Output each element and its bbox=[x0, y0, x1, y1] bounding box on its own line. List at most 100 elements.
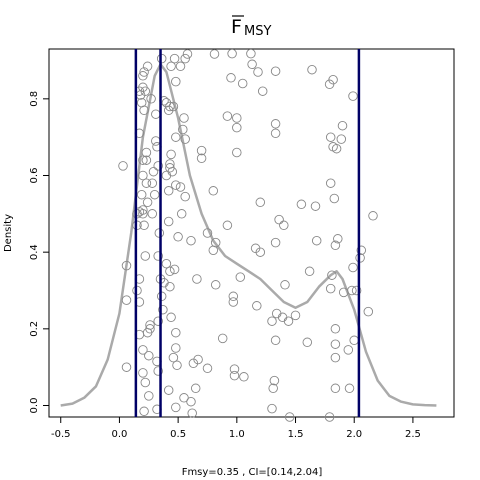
sample-point bbox=[296, 199, 307, 210]
sample-point bbox=[327, 270, 337, 280]
sample-point bbox=[337, 120, 348, 131]
sample-point bbox=[363, 306, 374, 317]
y-axis-label: Density bbox=[3, 214, 14, 252]
sample-point bbox=[368, 211, 378, 221]
sample-point bbox=[307, 64, 317, 75]
sample-point bbox=[147, 178, 158, 188]
sample-point bbox=[277, 312, 288, 323]
sample-point bbox=[161, 170, 172, 181]
sample-point bbox=[333, 234, 343, 244]
y-tick-label: 0.4 bbox=[29, 244, 40, 260]
x-tick-label: 1.0 bbox=[229, 429, 245, 440]
sample-point bbox=[169, 264, 180, 275]
sample-point bbox=[343, 345, 354, 355]
sample-point bbox=[270, 119, 281, 129]
sample-point bbox=[284, 412, 295, 422]
sample-point bbox=[178, 124, 188, 135]
sample-point bbox=[161, 258, 172, 269]
sample-point bbox=[186, 235, 196, 246]
sample-point bbox=[235, 272, 246, 282]
x-tick-label: -0.5 bbox=[51, 429, 71, 440]
sample-point bbox=[144, 350, 154, 361]
sample-point bbox=[118, 161, 128, 171]
sample-point bbox=[171, 132, 181, 142]
sample-point bbox=[121, 260, 132, 271]
sample-point bbox=[138, 170, 148, 181]
sample-point bbox=[196, 153, 207, 164]
sample-point bbox=[344, 383, 355, 394]
title-main: F bbox=[231, 16, 242, 38]
sample-point bbox=[139, 67, 149, 77]
sample-point bbox=[330, 324, 341, 334]
chart-title: F MSY bbox=[231, 15, 271, 39]
sample-point bbox=[176, 209, 187, 219]
sample-point bbox=[310, 201, 321, 211]
sample-point bbox=[349, 335, 359, 346]
axes-layer: -0.5 0.0 0.5 1.0 1.5 2.0 2.5 0.0 0.2 0.4 0.6 0.8 bbox=[29, 48, 455, 440]
sample-point bbox=[158, 304, 168, 315]
sample-point bbox=[252, 301, 262, 311]
sample-point bbox=[270, 335, 281, 346]
sample-point bbox=[182, 49, 193, 59]
sample-point bbox=[148, 166, 159, 177]
sample-point bbox=[165, 101, 175, 112]
sample-point bbox=[140, 377, 151, 388]
sample-point bbox=[270, 66, 281, 76]
sample-point bbox=[279, 220, 289, 231]
sample-point bbox=[171, 402, 181, 413]
sample-point bbox=[330, 352, 341, 363]
sample-point bbox=[274, 214, 284, 225]
sample-point bbox=[222, 111, 233, 121]
density-curve bbox=[60, 63, 437, 407]
plot-frame bbox=[48, 48, 455, 418]
sample-point bbox=[229, 364, 240, 374]
sample-point bbox=[146, 94, 156, 104]
sample-point bbox=[153, 251, 163, 261]
sample-point bbox=[179, 113, 189, 123]
sample-point bbox=[141, 147, 152, 158]
sample-point bbox=[166, 312, 176, 323]
sample-point bbox=[348, 91, 358, 101]
sample-point bbox=[209, 49, 220, 59]
sample-point bbox=[153, 366, 163, 376]
sample-point bbox=[226, 73, 236, 83]
sample-point bbox=[247, 59, 257, 70]
sample-point bbox=[172, 360, 182, 371]
sample-point bbox=[141, 155, 152, 165]
sample-point bbox=[257, 86, 268, 96]
sample-point bbox=[147, 209, 158, 219]
sample-point bbox=[246, 48, 256, 59]
sample-point bbox=[138, 155, 148, 165]
sample-point bbox=[138, 345, 148, 355]
sample-point bbox=[163, 186, 174, 196]
sample-point bbox=[138, 71, 148, 81]
sample-point bbox=[180, 53, 190, 64]
sample-point bbox=[153, 161, 163, 171]
x-tick-label: 0.0 bbox=[111, 429, 127, 440]
sample-point bbox=[217, 333, 228, 344]
sample-point bbox=[180, 134, 190, 144]
sample-point bbox=[329, 193, 340, 204]
sample-point bbox=[138, 209, 148, 219]
sample-point bbox=[347, 285, 357, 296]
sample-point bbox=[141, 178, 152, 188]
sample-point bbox=[196, 145, 207, 156]
sample-point bbox=[121, 362, 132, 372]
sample-point bbox=[138, 368, 148, 378]
sample-point bbox=[325, 132, 336, 142]
sample-point bbox=[165, 281, 175, 292]
sample-points-layer bbox=[118, 48, 378, 422]
sample-point bbox=[255, 247, 266, 257]
y-tick-label: 0.2 bbox=[29, 321, 40, 337]
y-tick-label: 0.0 bbox=[29, 398, 40, 414]
sample-point bbox=[267, 403, 277, 414]
sample-point bbox=[253, 67, 263, 77]
sample-point bbox=[267, 316, 277, 326]
y-tick-label: 0.8 bbox=[29, 91, 40, 107]
reference-lines-layer bbox=[134, 49, 361, 417]
density-curve-layer bbox=[60, 63, 437, 407]
sample-point bbox=[324, 79, 335, 90]
sample-point bbox=[187, 408, 197, 418]
sample-point bbox=[140, 251, 151, 261]
sample-point bbox=[165, 266, 175, 277]
